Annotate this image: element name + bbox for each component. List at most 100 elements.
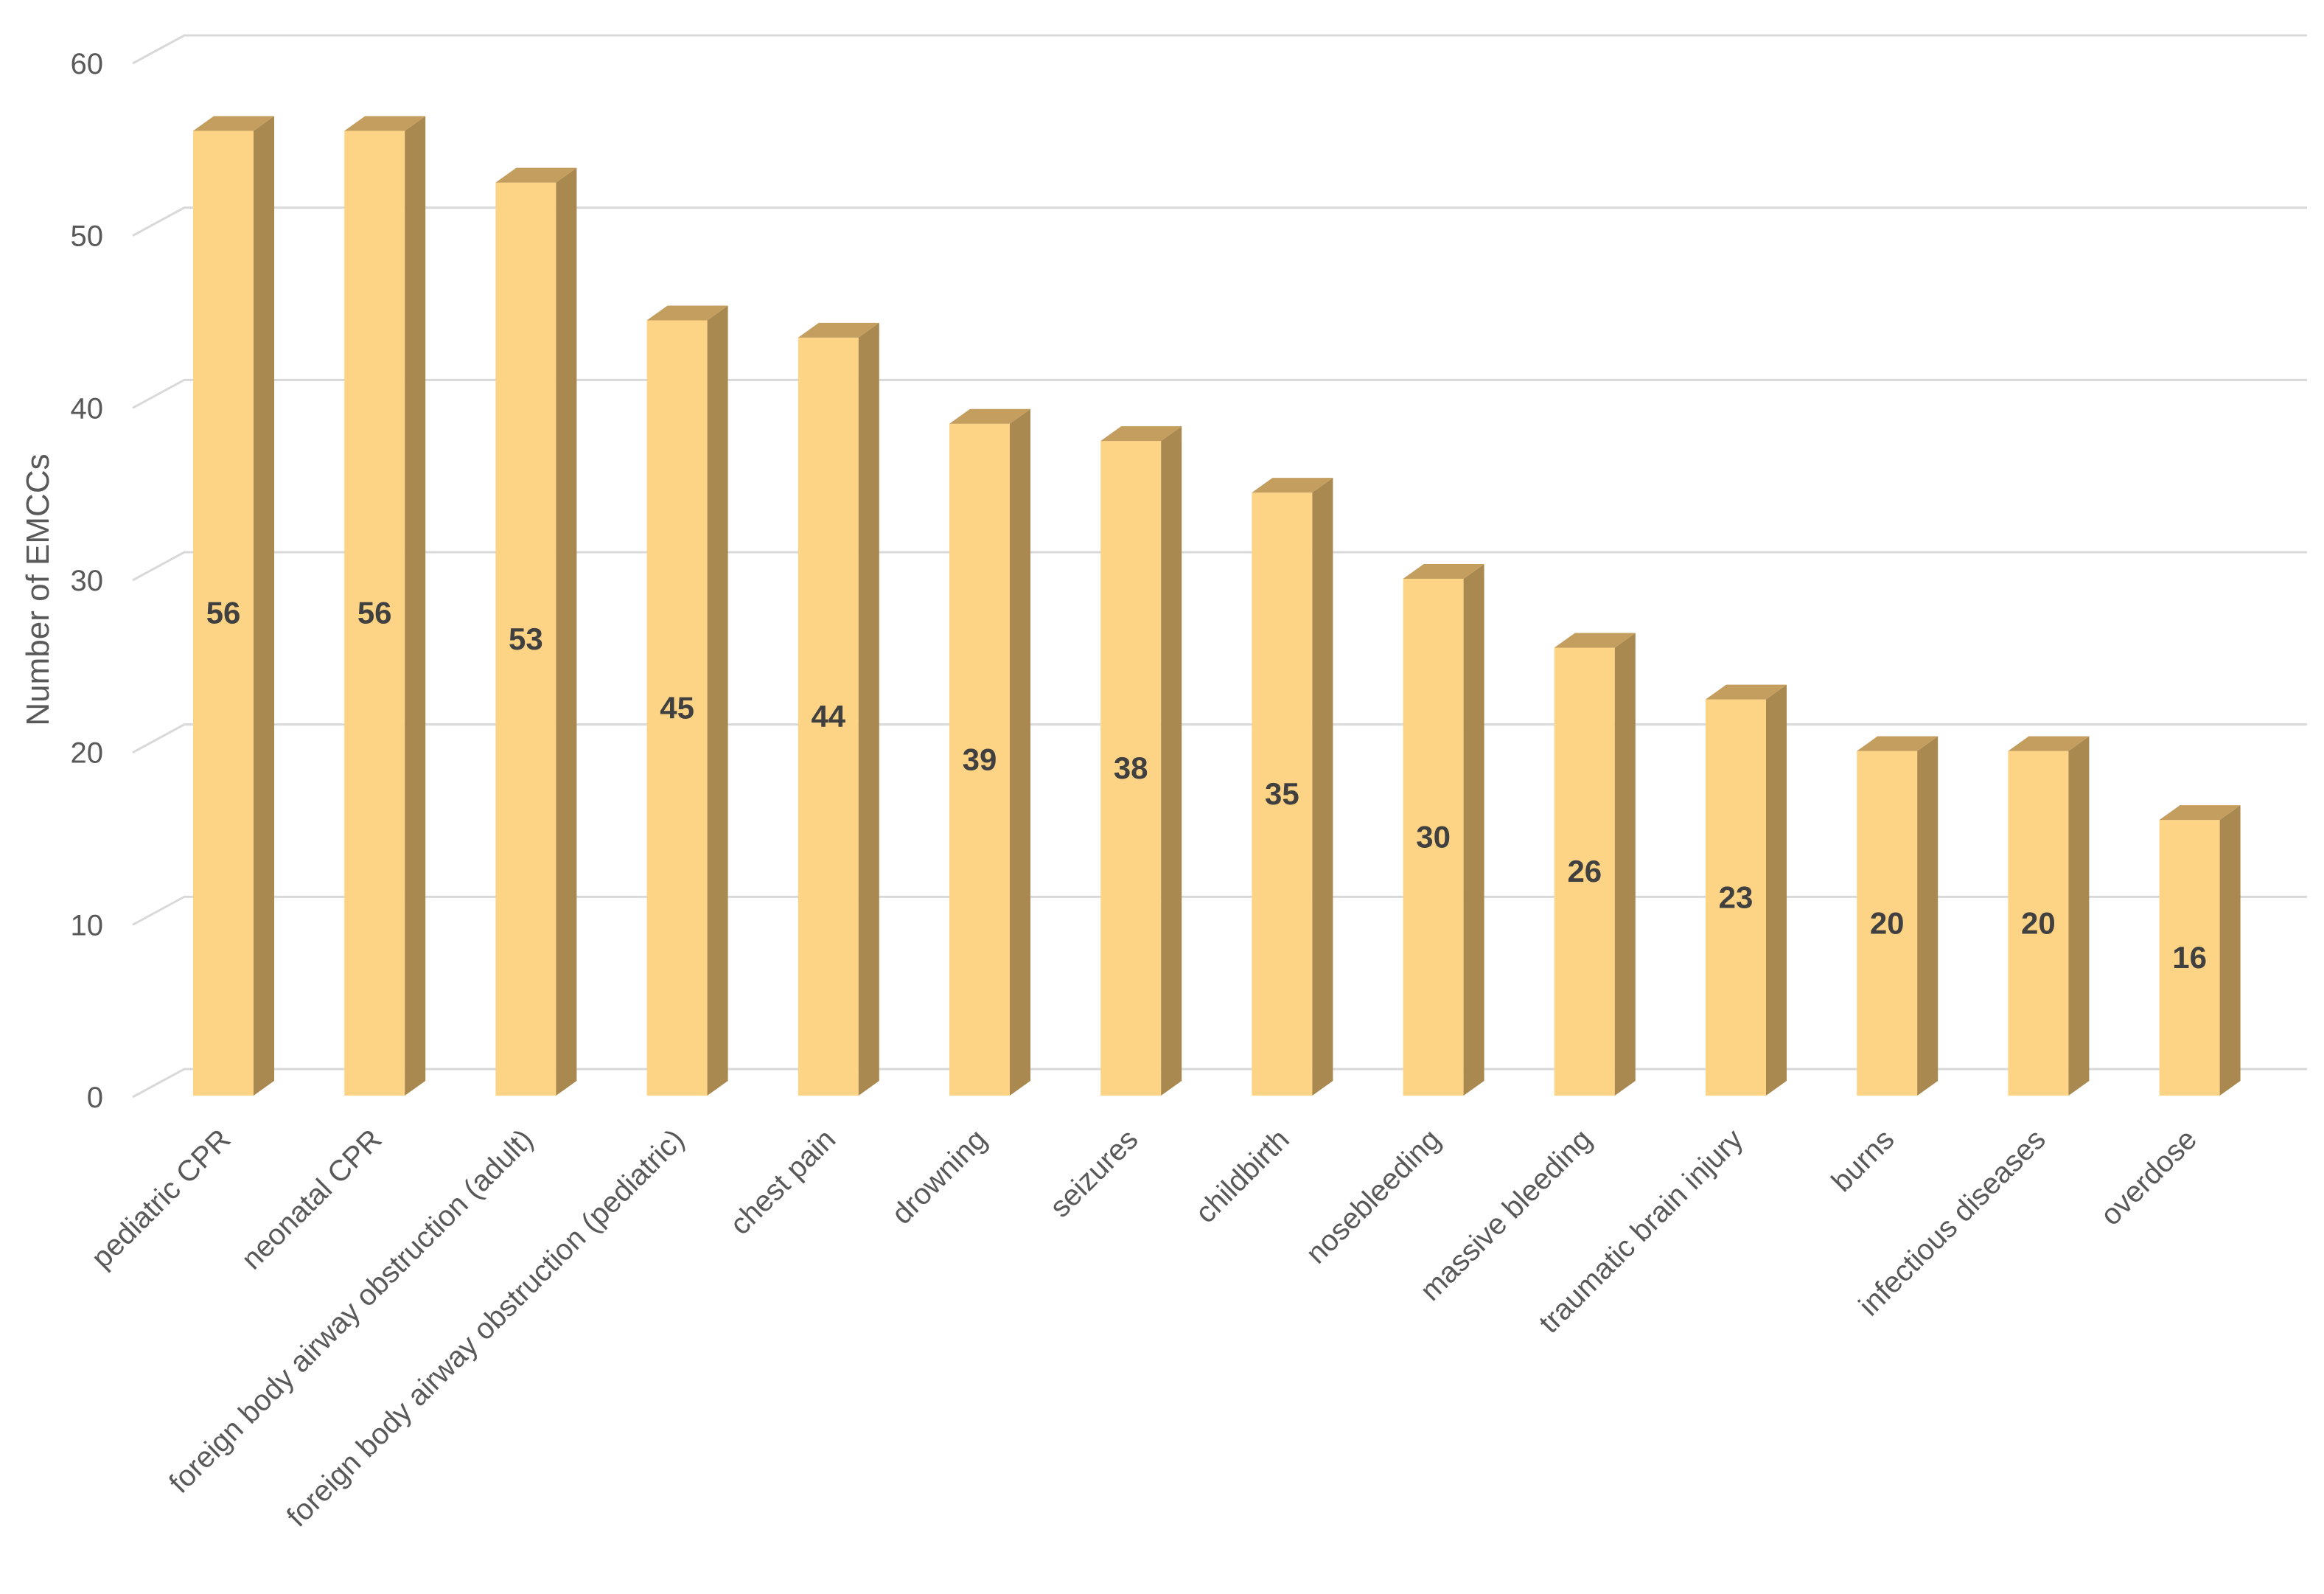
bar-front-face: [1100, 441, 1162, 1096]
bar-top-face: [2159, 805, 2241, 821]
bar: [1706, 684, 1787, 1096]
y-tick-label: 50: [71, 220, 104, 253]
gridlines: [132, 34, 2307, 1099]
x-category-label: seizures: [1044, 1123, 1144, 1223]
y-tick-label: 40: [71, 392, 104, 425]
data-label: 26: [1567, 854, 1602, 888]
bar-front-face: [344, 130, 405, 1096]
gridline: [132, 551, 2307, 582]
bar-front-face: [798, 337, 859, 1096]
bar-top-face: [2008, 736, 2090, 751]
bar-side-face: [2219, 805, 2241, 1096]
bar-side-face: [1917, 736, 1939, 1096]
bar-side-face: [1010, 408, 1030, 1096]
bar-front-face: [1706, 699, 1766, 1096]
bar: [495, 167, 577, 1096]
bar-top-face: [1857, 736, 1939, 751]
bar-side-face: [1161, 426, 1182, 1096]
bar: [2008, 736, 2090, 1096]
y-tick-label: 30: [71, 565, 104, 597]
y-axis-ticks: 0 10 20 30 40 50 60: [71, 48, 104, 1114]
x-category-label: chest pain: [724, 1123, 842, 1241]
gridline: [132, 895, 2307, 926]
bar-front-face: [495, 182, 556, 1096]
bar-top-face: [1554, 633, 1636, 648]
bar-top-face: [344, 116, 426, 131]
bar: [1403, 564, 1484, 1096]
bar-side-face: [1614, 633, 1636, 1096]
bar-front-face: [2159, 820, 2220, 1096]
bar: [2159, 805, 2241, 1096]
data-label: 23: [1719, 880, 1754, 914]
bar: [1100, 426, 1182, 1096]
x-category-label: childbirth: [1189, 1123, 1295, 1229]
bar-top-face: [1252, 478, 1333, 493]
bar-top-face: [193, 116, 274, 131]
bar: [1554, 633, 1636, 1096]
gridline: [132, 206, 2307, 237]
bars: [193, 116, 2241, 1096]
bar: [798, 322, 879, 1096]
gridline: [132, 34, 2307, 65]
data-label: 56: [357, 596, 392, 630]
bar: [949, 408, 1030, 1096]
bar-side-face: [254, 116, 274, 1096]
data-label: 30: [1416, 820, 1451, 855]
data-label: 20: [1870, 905, 1905, 940]
gridline: [132, 378, 2307, 409]
data-label: 20: [2021, 905, 2056, 940]
data-label: 45: [660, 690, 694, 725]
bar-side-face: [1312, 478, 1333, 1096]
data-labels: 56 56 53 45 44 39 38 35 30 26 23 20 20 16: [206, 596, 2207, 975]
gridline: [132, 723, 2307, 754]
bar: [193, 116, 274, 1096]
bar-side-face: [2068, 736, 2090, 1096]
bar-front-face: [193, 130, 254, 1096]
x-category-label: pediatric CPR: [86, 1123, 237, 1275]
bar-front-face: [2008, 751, 2069, 1096]
bar-side-face: [1463, 564, 1484, 1096]
x-category-label: overdose: [2094, 1123, 2202, 1231]
data-label: 39: [963, 742, 997, 776]
y-tick-label: 0: [87, 1082, 103, 1114]
bar-front-face: [1857, 751, 1918, 1096]
bar-front-face: [1403, 579, 1464, 1096]
x-category-label: neonatal CPR: [235, 1123, 388, 1275]
bar-side-face: [707, 305, 728, 1096]
data-label: 16: [2172, 940, 2207, 975]
bar: [344, 116, 426, 1096]
data-label: 38: [1114, 751, 1148, 785]
bar-front-face: [646, 320, 708, 1096]
data-label: 44: [811, 699, 845, 734]
x-category-label: burns: [1826, 1123, 1901, 1198]
data-label: 56: [206, 596, 241, 630]
data-label: 35: [1265, 776, 1299, 811]
bar: [646, 305, 728, 1096]
bar-side-face: [556, 167, 577, 1096]
y-tick-label: 20: [71, 737, 104, 770]
bar-front-face: [1252, 493, 1313, 1096]
bar-top-face: [1100, 426, 1182, 442]
bar: [1252, 478, 1333, 1096]
bar-top-face: [798, 322, 879, 338]
x-category-label: nosebleeding: [1300, 1123, 1447, 1270]
bar-top-face: [1403, 564, 1484, 579]
y-tick-label: 10: [71, 909, 104, 942]
gridline: [132, 1068, 2307, 1099]
bar-side-face: [405, 116, 426, 1096]
bar-top-face: [949, 408, 1030, 424]
y-tick-label: 60: [71, 48, 104, 80]
bar-top-face: [1706, 684, 1787, 700]
bar-top-face: [646, 305, 728, 321]
data-label: 53: [509, 622, 543, 656]
x-category-label: drowning: [885, 1123, 993, 1231]
bar-front-face: [949, 423, 1010, 1096]
bar-side-face: [858, 322, 879, 1096]
bar-top-face: [495, 167, 577, 183]
bar-front-face: [1554, 647, 1615, 1096]
y-axis-title: Number of EMCCs: [20, 453, 56, 725]
bar: [1857, 736, 1939, 1096]
